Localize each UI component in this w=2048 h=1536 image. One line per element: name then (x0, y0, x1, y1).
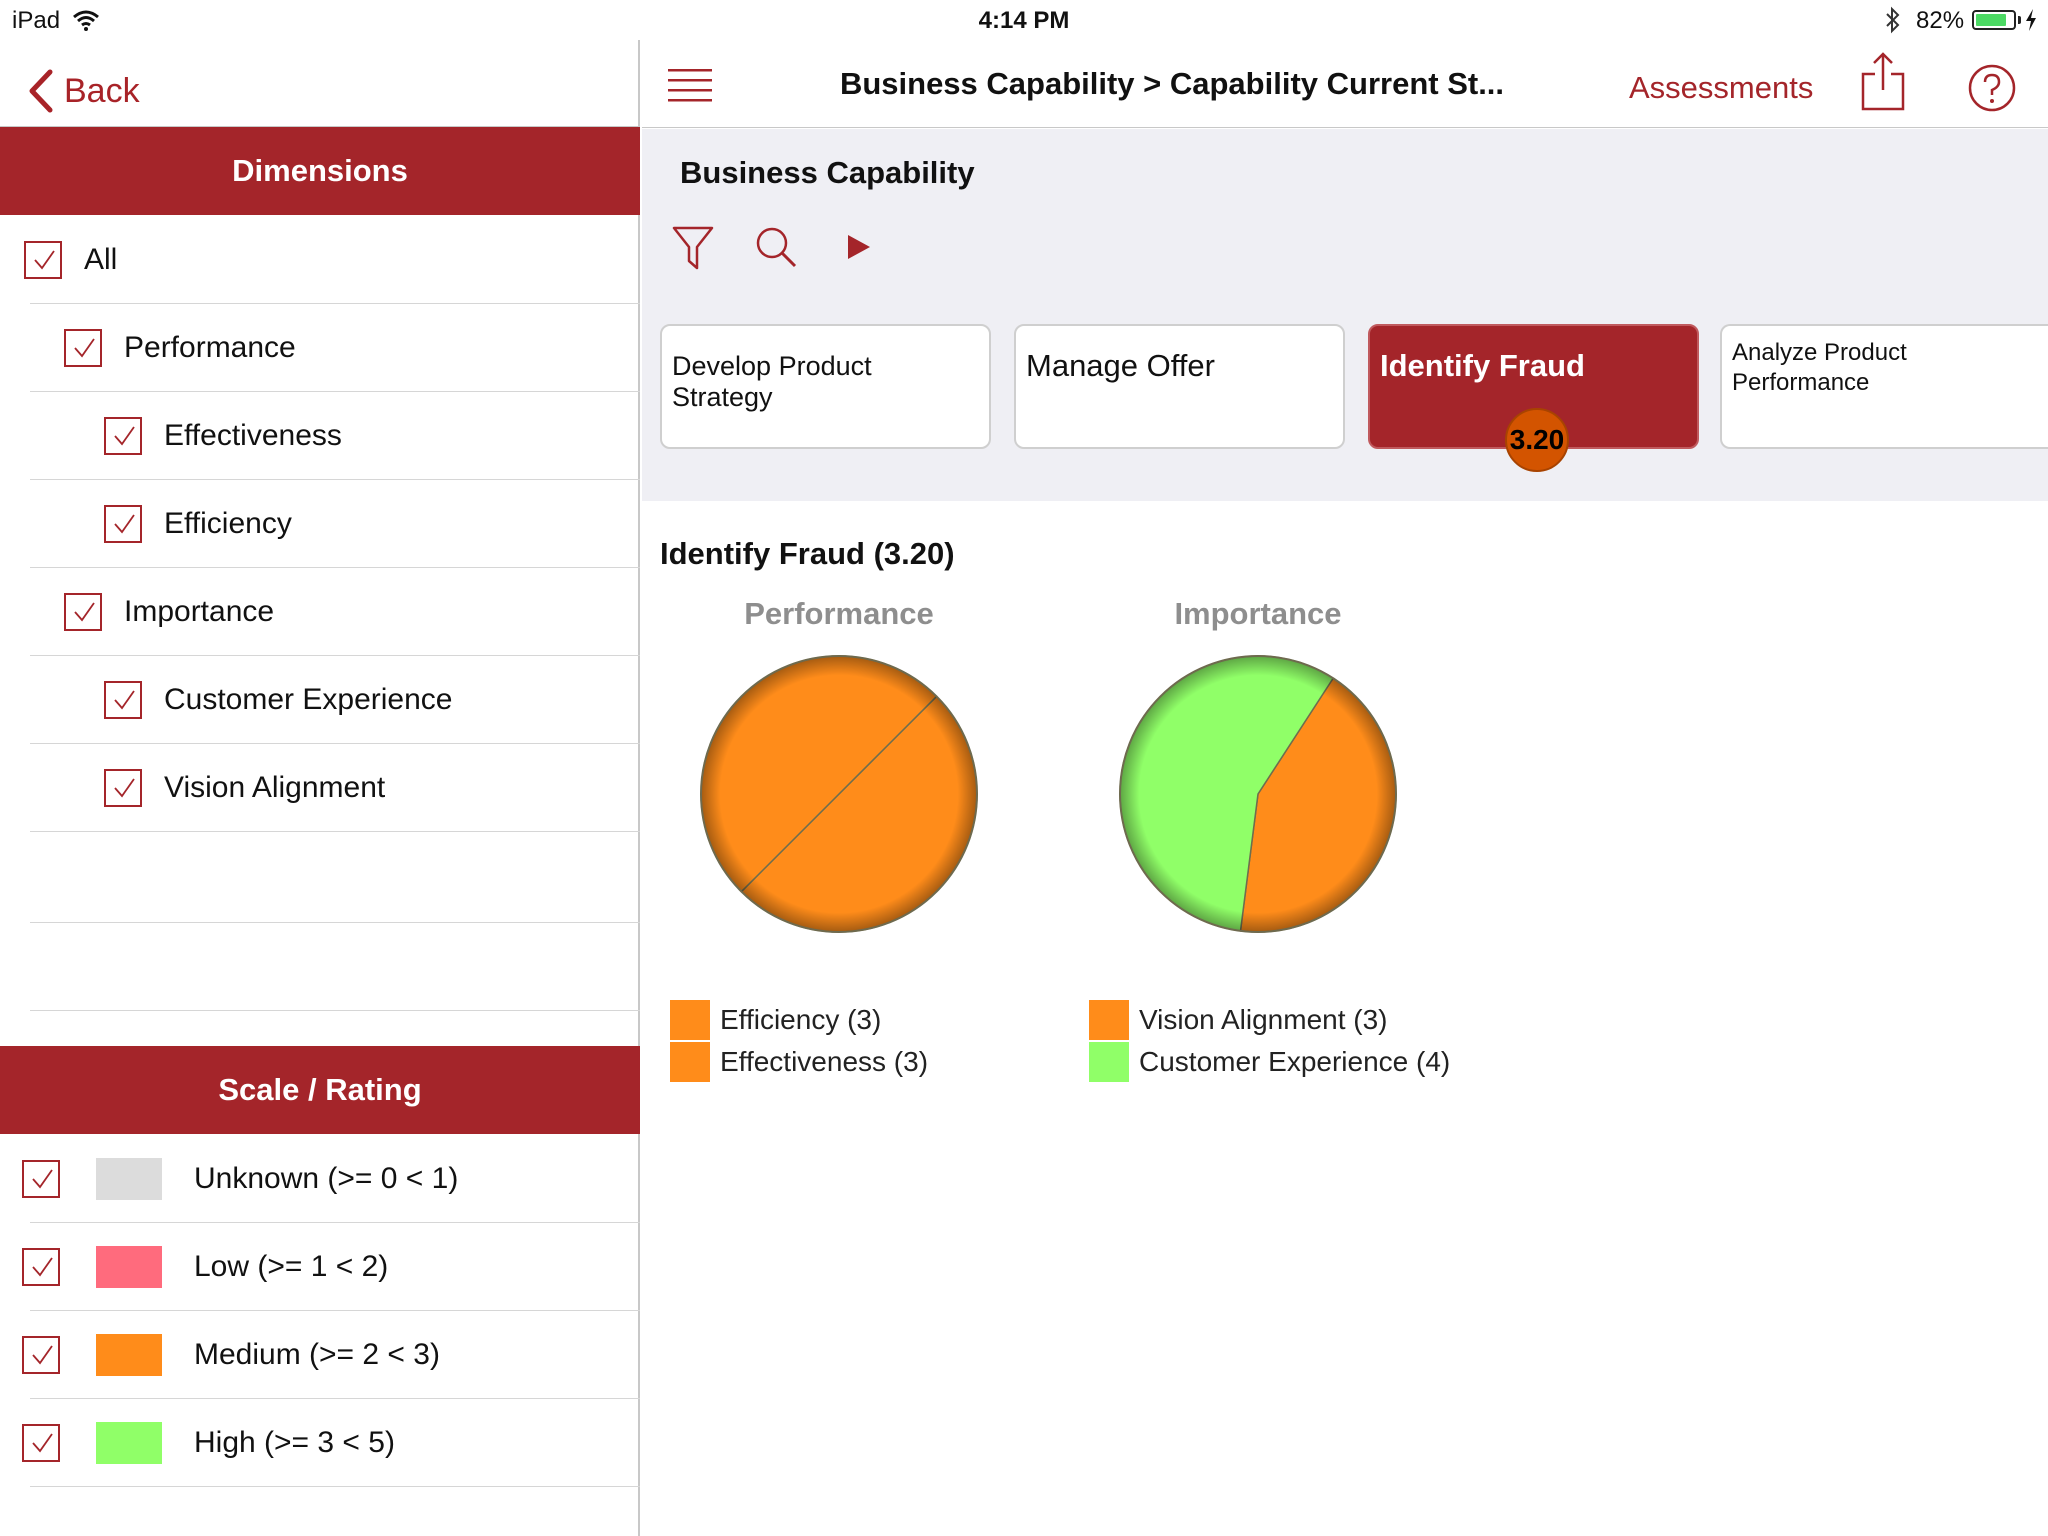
checkbox[interactable] (64, 593, 102, 631)
scale-rating-title: Scale / Rating (218, 1072, 422, 1107)
checkbox[interactable] (104, 505, 142, 543)
share-icon[interactable] (1860, 50, 1906, 112)
capability-name: Manage Offer (1026, 348, 1215, 383)
capability-name: Identify Fraud (1380, 348, 1585, 383)
pie-chart-importance (1119, 655, 1397, 933)
dimension-row[interactable]: Performance (0, 304, 640, 392)
checkbox[interactable] (24, 241, 62, 279)
wifi-icon (73, 10, 99, 31)
dimension-label: Vision Alignment (164, 771, 386, 804)
dimension-row[interactable]: Customer Experience (0, 656, 640, 744)
filter-panel: Back Dimensions All Performance Effectiven… (0, 40, 640, 1536)
dimension-label: Effectiveness (164, 419, 342, 452)
filter-icon[interactable] (672, 225, 714, 271)
charging-icon (2026, 9, 2036, 31)
dimensions-title: Dimensions (232, 153, 408, 188)
dimension-row[interactable]: Efficiency (0, 480, 640, 568)
checkbox[interactable] (64, 329, 102, 367)
legend-item: Effectiveness (3) (670, 1041, 928, 1083)
dimension-row[interactable]: Vision Alignment (0, 744, 640, 832)
capability-card-analyze-product-performance[interactable]: Analyze Product Performance (1720, 324, 2048, 449)
scale-label: Low (>= 1 < 2) (194, 1250, 389, 1283)
back-label[interactable]: Back (64, 71, 140, 110)
hamburger-menu-icon[interactable] (668, 68, 712, 102)
rating-color-swatch (96, 1246, 162, 1288)
pie-shading (1120, 656, 1396, 932)
legend-label: Vision Alignment (3) (1139, 1004, 1388, 1035)
scale-row[interactable]: Unknown (>= 0 < 1) (0, 1135, 640, 1223)
pie-outline (700, 655, 978, 933)
navigation-bar: Business Capability > Capability Current… (642, 40, 2048, 128)
chart-title-importance: Importance (1174, 596, 1342, 631)
legend-swatch (1089, 1042, 1129, 1082)
capability-card-develop-product-strategy[interactable]: Develop Product Strategy (660, 324, 991, 449)
legend-item: Customer Experience (4) (1089, 1041, 1450, 1083)
dimension-label: Efficiency (164, 507, 292, 540)
scale-row[interactable]: High (>= 3 < 5) (0, 1399, 640, 1487)
rating-color-swatch (96, 1158, 162, 1200)
dimension-row[interactable]: Importance (0, 568, 640, 656)
checkbox[interactable] (22, 1336, 60, 1374)
score-badge: 3.20 (1505, 408, 1569, 472)
capability-name: Analyze Product Performance (1732, 339, 1907, 396)
legend-swatch (670, 1042, 710, 1082)
rating-color-swatch (96, 1334, 162, 1376)
status-time: 4:14 PM (978, 7, 1070, 34)
legend-swatch (670, 1000, 710, 1040)
dimension-row[interactable]: All (0, 216, 640, 304)
dimension-row[interactable]: Effectiveness (0, 392, 640, 480)
legend-swatch (1089, 1000, 1129, 1040)
legend-item: Efficiency (3) (670, 999, 881, 1041)
checkbox[interactable] (22, 1160, 60, 1198)
scale-label: Unknown (>= 0 < 1) (194, 1162, 459, 1195)
checkbox[interactable] (104, 681, 142, 719)
dimension-label: Customer Experience (164, 683, 453, 716)
dimension-label: Performance (124, 331, 296, 364)
scale-label: High (>= 3 < 5) (194, 1426, 395, 1459)
dimension-label: Importance (124, 595, 275, 628)
chevron-left-icon (29, 69, 53, 113)
pie-chart-performance (700, 655, 978, 933)
pie-shading (701, 656, 977, 932)
detail-title: Identify Fraud (3.20) (660, 536, 955, 571)
chart-title-performance: Performance (744, 596, 934, 631)
rating-color-swatch (96, 1422, 162, 1464)
checkbox[interactable] (104, 769, 142, 807)
battery-icon (1972, 10, 2016, 30)
empty-row (0, 923, 640, 1011)
scale-row[interactable]: Medium (>= 2 < 3) (0, 1311, 640, 1399)
back-button[interactable]: Back (26, 66, 140, 116)
page-title: Business Capability > Capability Current… (839, 66, 1505, 101)
bluetooth-icon (1886, 6, 1900, 34)
scale-row[interactable]: Low (>= 1 < 2) (0, 1223, 640, 1311)
legend-item: Vision Alignment (3) (1089, 999, 1388, 1041)
battery-tip (2018, 16, 2021, 24)
checkbox[interactable] (22, 1248, 60, 1286)
help-icon[interactable] (1968, 64, 2016, 112)
legend-label: Efficiency (3) (720, 1004, 882, 1035)
assessments-button[interactable]: Assessments (1629, 70, 1814, 105)
capability-card-identify-fraud[interactable]: Identify Fraud 3.20 (1368, 324, 1699, 472)
checkbox[interactable] (22, 1424, 60, 1462)
checkbox[interactable] (104, 417, 142, 455)
scale-rating-header: Scale / Rating (0, 1046, 640, 1134)
capability-card-manage-offer[interactable]: Manage Offer (1014, 324, 1345, 449)
battery-percent: 82% (1916, 7, 1965, 34)
dimensions-header: Dimensions (0, 127, 640, 215)
capability-name: Develop Product Strategy (672, 351, 872, 412)
play-icon[interactable] (846, 233, 872, 261)
capability-toolbar: Business Capability Develop Product Stra… (642, 129, 2048, 501)
pie-outline (1119, 655, 1397, 933)
legend-label: Effectiveness (3) (720, 1046, 929, 1077)
search-icon[interactable] (754, 225, 798, 269)
divider (0, 126, 640, 127)
status-device-label: iPad (12, 7, 61, 34)
section-title: Business Capability (680, 155, 975, 190)
empty-row (0, 835, 640, 923)
status-bar: iPad 4:14 PM 82% (0, 0, 2048, 40)
legend-label: Customer Experience (4) (1139, 1046, 1451, 1077)
dimension-label: All (84, 243, 118, 276)
scale-label: Medium (>= 2 < 3) (194, 1338, 440, 1371)
